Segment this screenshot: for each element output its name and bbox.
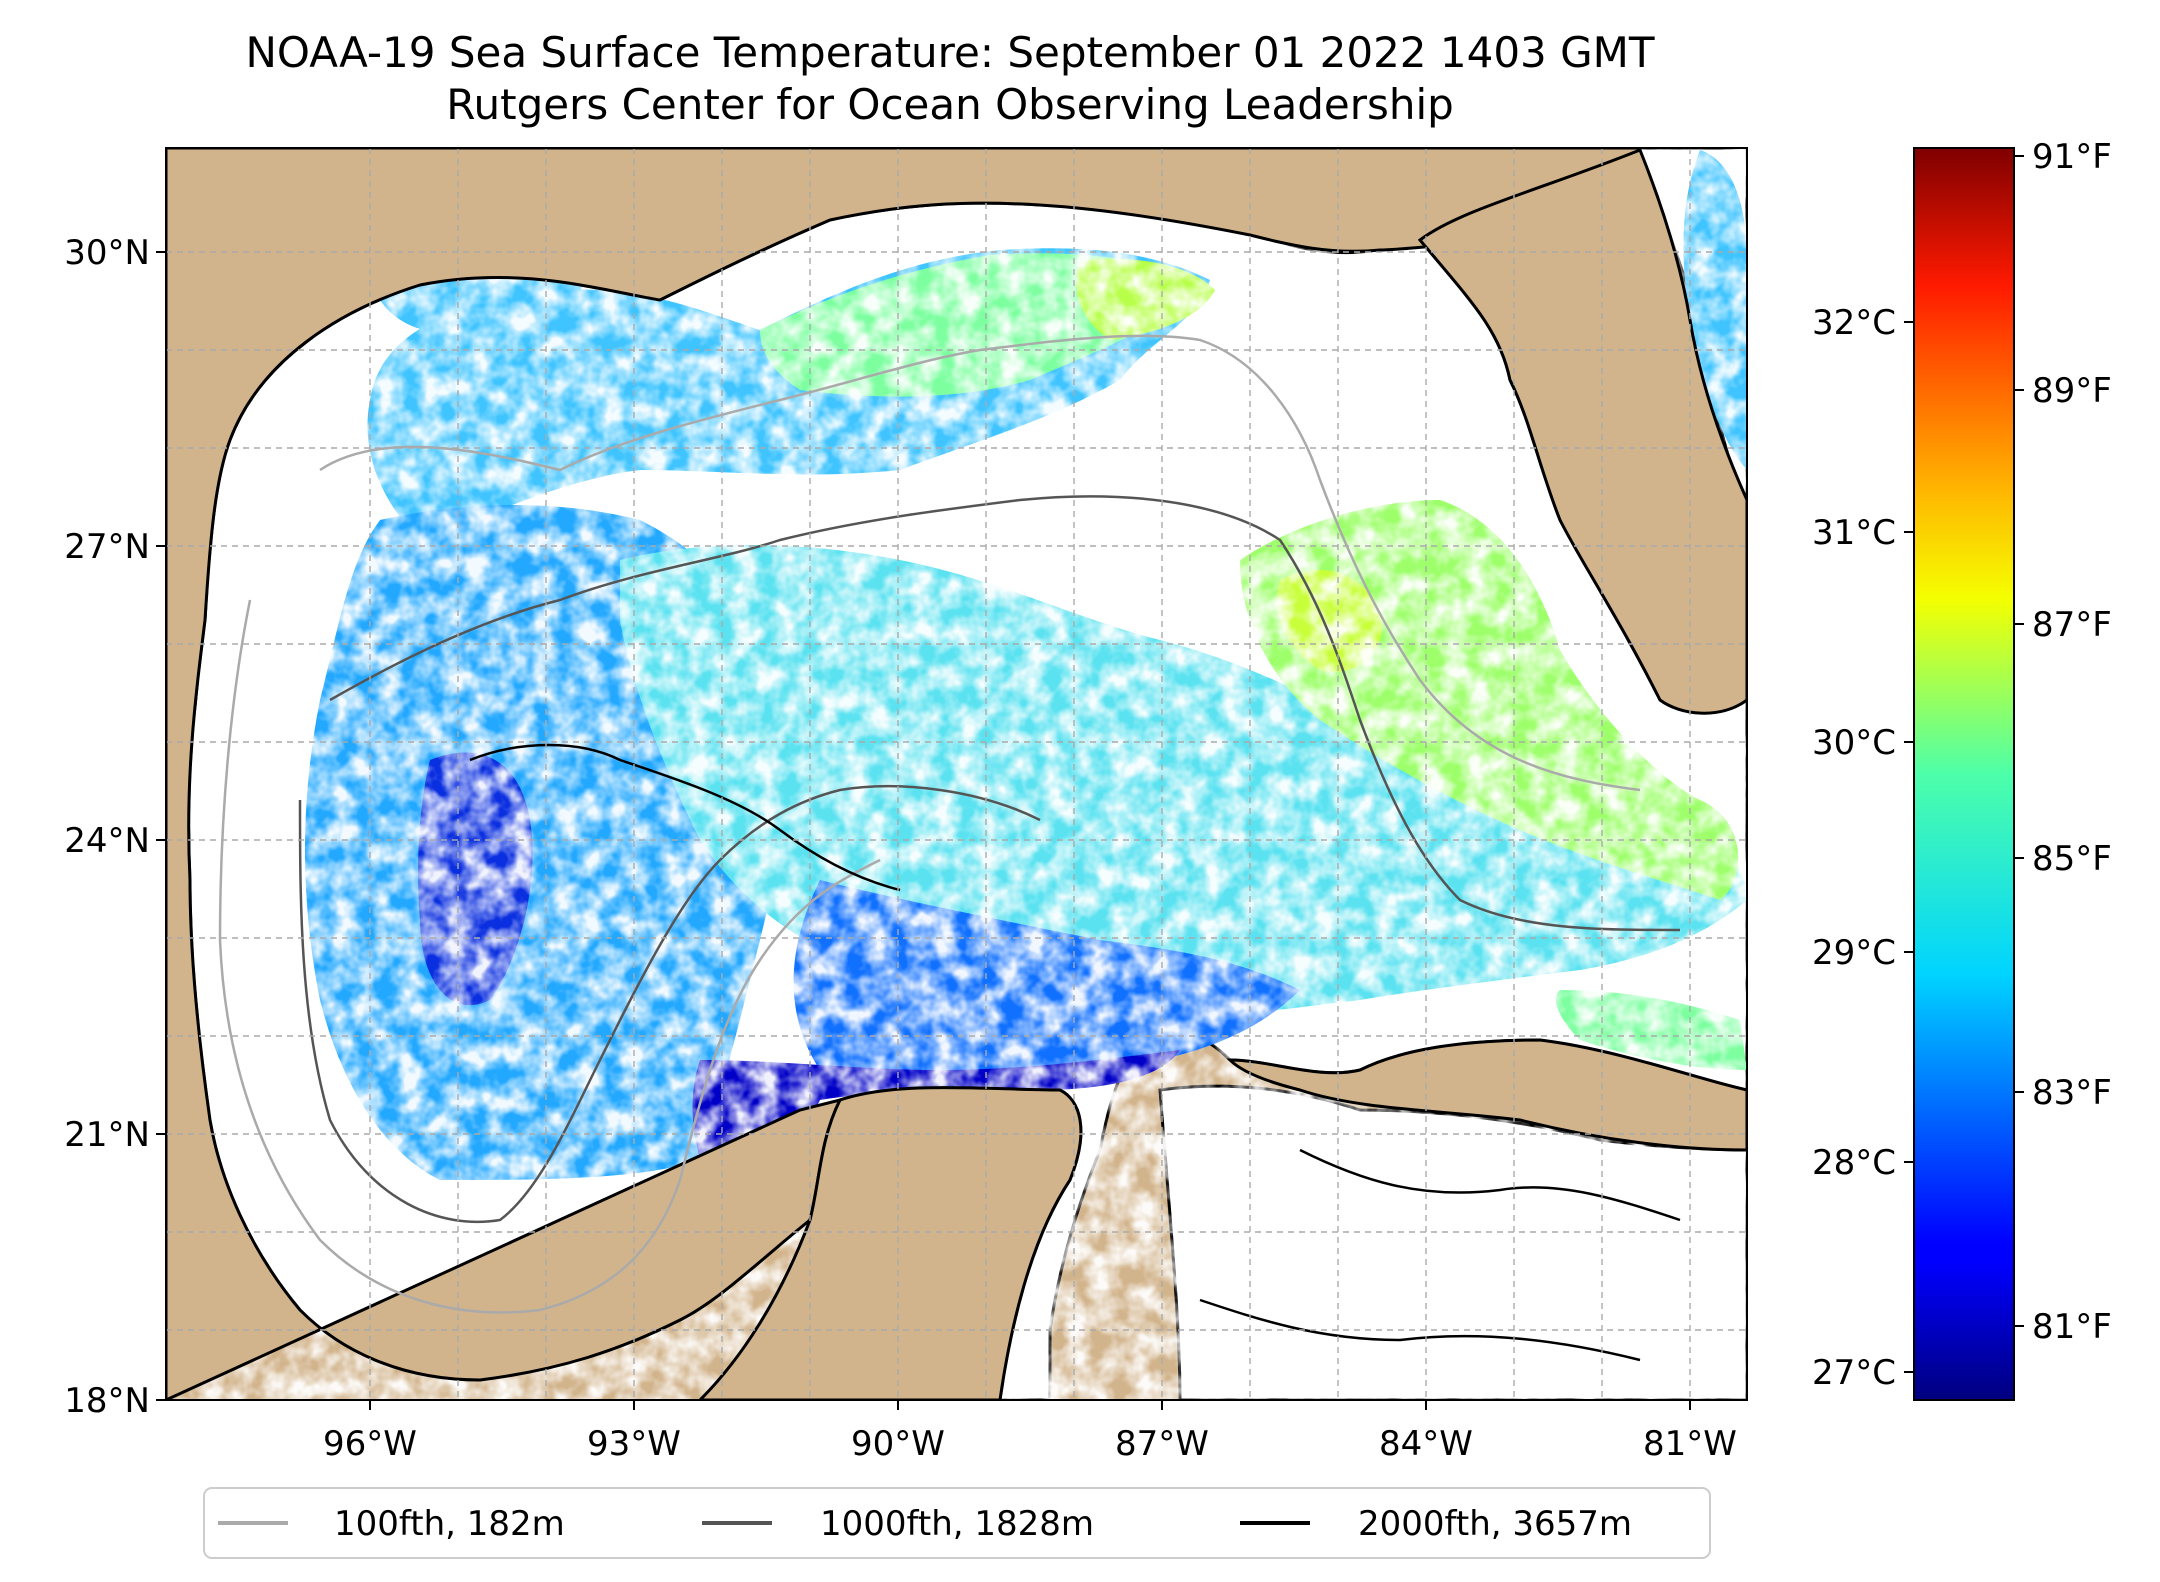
celsius-tick-label: 27°C [1812,1353,1896,1393]
contour-legend: 100fth, 182m 1000fth, 1828m 2000fth, 365… [203,1487,1711,1559]
lon-tick-label: 84°W [1379,1424,1473,1464]
colorbar: 32°C 31°C 30°C 29°C 28°C 27°C 91°F 89°F … [1812,137,2112,1401]
map-title: NOAA-19 Sea Surface Temperature: Septemb… [245,28,1655,77]
lat-tick-label: 27°N [64,527,150,567]
legend-label-2000fth: 2000fth, 3657m [1358,1504,1632,1544]
contour-100fth [218,334,1641,1314]
map-frame [165,147,1748,1401]
lat-tick-label: 30°N [64,233,150,273]
cuba [1226,1038,1747,1152]
colorbar-gradient [1913,147,2015,1401]
florida-peninsula [1417,148,1747,715]
fahrenheit-tick-label: 85°F [2032,839,2112,879]
bathymetry-contours [218,334,1681,1362]
legend-box [203,1487,1711,1559]
celsius-tick-label: 29°C [1812,933,1896,973]
lat-axis: 30°N 27°N 24°N 21°N 18°N [64,233,166,1421]
map-subtitle: Rutgers Center for Ocean Observing Leade… [446,80,1454,129]
fahrenheit-tick-label: 81°F [2032,1307,2112,1347]
lon-tick-label: 93°W [587,1424,681,1464]
celsius-tick-label: 32°C [1812,303,1896,343]
contour-2000fth [469,743,1681,1362]
lon-axis: 96°W 93°W 90°W 87°W 84°W 81°W [323,1400,1737,1464]
fahrenheit-tick-label: 89°F [2032,371,2112,411]
map-area [165,147,1748,1401]
legend-label-100fth: 100fth, 182m [334,1504,565,1544]
fahrenheit-tick-label: 91°F [2032,137,2112,177]
lon-tick-label: 81°W [1643,1424,1737,1464]
celsius-tick-label: 28°C [1812,1143,1896,1183]
lat-tick-label: 18°N [64,1381,150,1421]
contour-1000fth [298,495,1681,1224]
north-coast [166,148,1642,1400]
celsius-tick-label: 30°C [1812,723,1896,763]
lat-tick-label: 21°N [64,1115,150,1155]
lon-tick-label: 90°W [851,1424,945,1464]
fahrenheit-tick-label: 83°F [2032,1073,2112,1113]
lat-tick-label: 24°N [64,821,150,861]
fahrenheit-tick-label: 87°F [2032,605,2112,645]
lon-tick-label: 96°W [323,1424,417,1464]
celsius-tick-label: 31°C [1812,513,1896,553]
lon-tick-label: 87°W [1115,1424,1209,1464]
legend-label-1000fth: 1000fth, 1828m [820,1504,1094,1544]
